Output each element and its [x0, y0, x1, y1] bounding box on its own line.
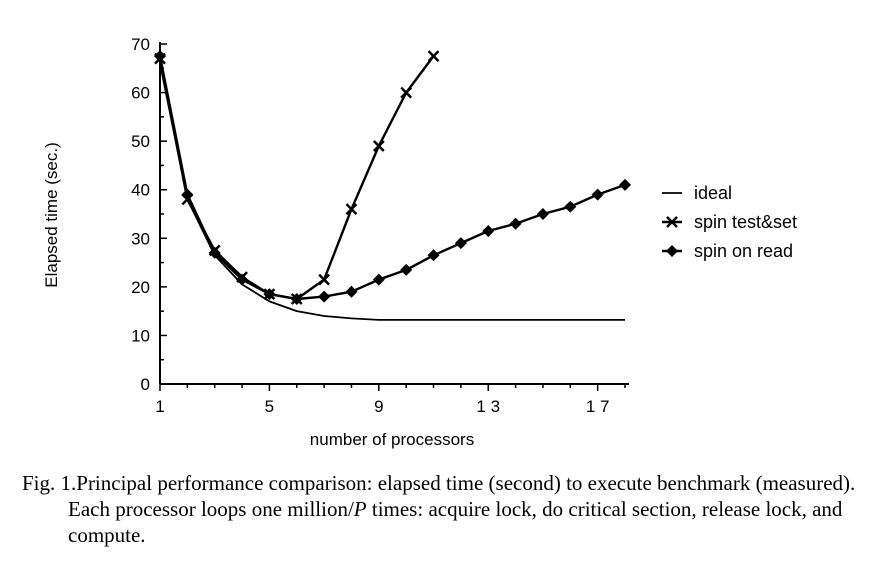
data-point	[509, 217, 522, 230]
y-tick-label: 60	[131, 84, 150, 103]
plot-area	[154, 50, 631, 321]
legend-label: spin test&set	[694, 212, 797, 232]
data-point	[236, 273, 249, 286]
legend-entry: ideal	[662, 183, 732, 203]
y-tick-label: 70	[131, 35, 150, 54]
legend-marker	[666, 216, 678, 228]
series-1	[159, 63, 625, 321]
y-axis-label: Elapsed time (sec.)	[42, 142, 61, 288]
data-point	[400, 86, 413, 99]
series-line	[159, 63, 625, 321]
data-point	[208, 246, 221, 259]
data-point	[318, 290, 331, 303]
x-tick-label: 5	[265, 397, 274, 416]
caption-text: Fig. 1.Principal performance comparison:…	[22, 471, 856, 547]
legend-label: spin on read	[694, 241, 793, 261]
axes: 0 10 20 30 40 50 60 70 1 5 9 1 3 1 7	[131, 35, 629, 416]
x-tick-label: 1 7	[586, 397, 610, 416]
data-point	[427, 50, 440, 63]
figure-caption: Fig. 1.Principal performance comparison:…	[22, 470, 867, 548]
x-marker-stroke	[427, 50, 440, 63]
x-marker-stroke	[318, 273, 331, 286]
data-point	[427, 249, 440, 262]
y-tick-label: 50	[131, 132, 150, 151]
series-3	[154, 50, 631, 305]
data-point	[345, 203, 358, 216]
data-point	[318, 273, 331, 286]
y-tick-label: 40	[131, 181, 150, 200]
data-point	[591, 188, 604, 201]
series-2	[154, 50, 440, 305]
line-chart: 0 10 20 30 40 50 60 70 1 5 9 1 3 1 7 ideal spin test&…	[42, 35, 797, 449]
data-point	[400, 263, 413, 276]
x-tick-label: 1 3	[476, 397, 500, 416]
data-point	[372, 140, 385, 152]
x-marker-stroke	[666, 216, 678, 228]
x-tick-label: 9	[374, 397, 383, 416]
data-point	[154, 50, 166, 63]
legend-label: ideal	[694, 183, 732, 203]
data-point	[290, 293, 303, 305]
legend-entry: spin test&set	[662, 212, 797, 232]
data-point	[181, 188, 194, 201]
y-tick-label: 10	[131, 326, 150, 345]
data-point	[564, 200, 577, 213]
y-tick-label: 30	[131, 229, 150, 248]
x-marker-stroke	[345, 203, 358, 216]
data-point	[536, 208, 549, 220]
legend-marker	[666, 245, 678, 257]
series-line	[158, 55, 626, 301]
caption-variable-p: P	[353, 497, 367, 521]
series-line	[158, 55, 435, 301]
data-point	[454, 237, 467, 250]
y-tick-label: 20	[131, 278, 150, 297]
data-point	[345, 285, 358, 298]
data-point	[372, 273, 385, 286]
data-point	[619, 178, 631, 191]
x-marker-stroke	[400, 86, 413, 99]
data-point	[263, 288, 276, 301]
x-axis-label: number of processors	[310, 430, 474, 449]
x-marker-stroke	[372, 140, 385, 152]
x-tick-label: 1	[155, 397, 164, 416]
data-point	[482, 225, 495, 237]
legend-entry: spin on read	[662, 241, 793, 261]
y-tick-label: 0	[141, 375, 150, 394]
legend: ideal spin test&set spin on read	[662, 183, 797, 261]
